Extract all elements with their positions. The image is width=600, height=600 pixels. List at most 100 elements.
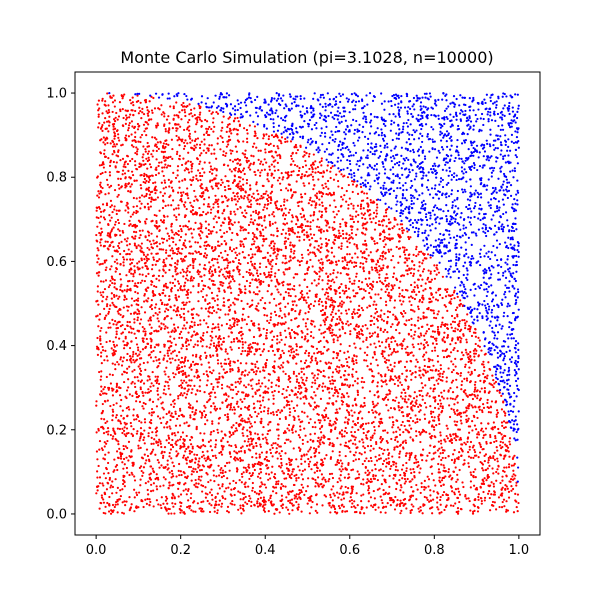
inside-point	[343, 430, 347, 433]
inside-point	[315, 466, 319, 469]
inside-point	[229, 360, 232, 363]
inside-point	[514, 474, 517, 477]
inside-point	[249, 214, 253, 217]
inside-point	[144, 402, 147, 406]
inside-point	[185, 274, 189, 277]
inside-point	[405, 467, 408, 470]
inside-point	[367, 492, 370, 495]
inside-point	[366, 196, 369, 200]
inside-point	[178, 336, 181, 339]
inside-point	[122, 457, 126, 461]
inside-point	[189, 291, 192, 294]
inside-point	[148, 174, 152, 178]
inside-point	[288, 411, 292, 414]
inside-point	[380, 499, 383, 502]
inside-point	[174, 270, 177, 273]
inside-point	[265, 334, 268, 337]
inside-point	[501, 475, 504, 478]
inside-point	[197, 291, 200, 294]
inside-point	[346, 295, 349, 298]
inside-point	[155, 166, 158, 169]
inside-point	[379, 468, 382, 471]
inside-point	[256, 137, 259, 140]
inside-point	[362, 207, 365, 210]
inside-point	[321, 478, 324, 481]
inside-point	[384, 395, 388, 399]
inside-point	[456, 420, 459, 423]
inside-point	[124, 165, 127, 169]
inside-point	[105, 392, 108, 395]
inside-point	[322, 230, 325, 233]
inside-point	[168, 127, 171, 130]
inside-point	[103, 359, 106, 362]
inside-point	[117, 363, 120, 366]
inside-point	[265, 464, 268, 467]
inside-point	[189, 505, 192, 508]
inside-point	[309, 164, 313, 167]
inside-point	[433, 349, 437, 352]
inside-point	[284, 336, 288, 339]
inside-point	[122, 165, 125, 168]
inside-point	[283, 343, 287, 346]
inside-point	[284, 315, 287, 318]
inside-point	[399, 450, 402, 453]
inside-point	[178, 313, 181, 317]
inside-point	[284, 240, 288, 243]
inside-point	[107, 433, 110, 436]
inside-point	[118, 187, 121, 190]
inside-point	[122, 116, 125, 120]
inside-point	[200, 140, 203, 143]
inside-point	[376, 206, 379, 209]
inside-point	[459, 419, 462, 422]
inside-point	[410, 317, 413, 321]
chart-title: Monte Carlo Simulation (pi=3.1028, n=100…	[120, 48, 493, 67]
inside-point	[255, 452, 258, 455]
inside-point	[147, 458, 151, 461]
inside-point	[272, 245, 276, 248]
inside-point	[282, 351, 285, 355]
inside-point	[361, 309, 365, 312]
inside-point	[118, 209, 121, 212]
inside-point	[433, 277, 437, 280]
inside-point	[279, 188, 283, 192]
inside-point	[351, 368, 354, 371]
inside-point	[297, 390, 300, 394]
inside-point	[104, 268, 107, 272]
inside-point	[436, 330, 440, 333]
inside-point	[112, 149, 116, 153]
inside-point	[263, 206, 266, 209]
inside-point	[447, 498, 450, 501]
inside-point	[421, 294, 424, 297]
inside-point	[147, 234, 151, 237]
inside-point	[504, 412, 507, 415]
inside-point	[196, 344, 199, 347]
inside-point	[207, 361, 210, 364]
inside-point	[200, 337, 203, 340]
inside-point	[233, 297, 237, 300]
inside-point	[454, 308, 458, 312]
inside-point	[295, 152, 298, 155]
inside-point	[258, 453, 261, 456]
inside-point	[328, 443, 331, 446]
inside-point	[182, 275, 185, 278]
inside-point	[345, 322, 348, 325]
inside-point	[167, 331, 170, 334]
inside-point	[284, 329, 287, 332]
inside-point	[454, 357, 457, 360]
inside-point	[346, 176, 350, 179]
inside-point	[163, 354, 166, 357]
inside-point	[197, 269, 200, 272]
inside-point	[331, 331, 334, 334]
inside-point	[219, 183, 223, 187]
inside-point	[373, 228, 377, 231]
inside-point	[111, 352, 114, 355]
inside-point	[389, 363, 392, 366]
inside-point	[234, 381, 237, 384]
inside-point	[187, 331, 190, 334]
inside-point	[344, 510, 347, 513]
inside-point	[440, 458, 443, 462]
inside-point	[396, 323, 399, 327]
inside-point	[385, 403, 388, 407]
inside-point	[314, 454, 317, 458]
inside-point	[167, 467, 170, 470]
